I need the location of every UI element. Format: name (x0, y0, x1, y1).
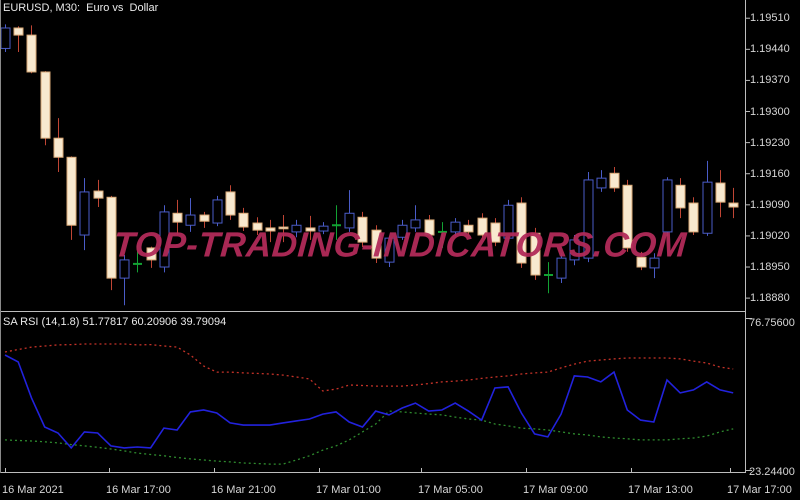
candle (649, 253, 660, 279)
time-axis-label: 16 Mar 17:00 (106, 484, 171, 496)
time-axis-label: 17 Mar 05:00 (418, 484, 483, 496)
candle (622, 179, 633, 252)
price-axis-label: 1.19440 (750, 43, 790, 55)
candle (119, 255, 130, 306)
candle (450, 218, 461, 236)
candle (675, 178, 686, 219)
price-axis-label: 1.19510 (750, 12, 790, 24)
candle (252, 217, 263, 236)
candle (40, 71, 51, 146)
chart-symbol-label: EURUSD, M30: Euro vs Dollar (3, 2, 159, 14)
candle (79, 178, 90, 251)
price-axis-label: 1.19020 (750, 230, 790, 242)
candle (424, 215, 435, 239)
candle (212, 195, 223, 227)
candle (318, 222, 329, 235)
candle (0, 24, 11, 52)
rsi-series-rsi (4, 354, 734, 450)
candle (609, 167, 620, 192)
time-axis-label: 17 Mar 17:00 (727, 484, 792, 496)
candle (490, 218, 501, 247)
candle (596, 170, 607, 192)
candle (503, 199, 514, 243)
candles-layer (0, 24, 739, 306)
candle (662, 177, 673, 236)
time-axis-label: 17 Mar 01:00 (316, 484, 381, 496)
candle (410, 205, 421, 232)
price-axis-label: 1.18880 (750, 292, 790, 304)
candle (13, 26, 24, 52)
candle (702, 160, 713, 236)
indicator-scale-min: 23.24400 (749, 466, 795, 478)
candle (133, 245, 142, 273)
rsi-layer (4, 343, 734, 465)
candle (185, 198, 196, 232)
candle (93, 179, 104, 208)
candle (384, 235, 395, 268)
candle (199, 211, 210, 228)
indicator-label: SA RSI (14,1.8) 51.77817 60.20906 39.790… (3, 316, 227, 328)
time-axis-label: 17 Mar 09:00 (523, 484, 588, 496)
candle (159, 205, 170, 273)
candle (728, 187, 739, 219)
candle (530, 227, 541, 280)
candle (715, 170, 726, 218)
candle (556, 253, 567, 284)
rsi-series-upper-band (4, 343, 734, 392)
candle (305, 215, 316, 240)
candle (332, 205, 341, 240)
price-axis-label: 1.19300 (750, 106, 790, 118)
time-axis-label: 17 Mar 13:00 (628, 484, 693, 496)
price-axis-label: 1.19160 (750, 168, 790, 180)
candle (569, 235, 580, 266)
price-axis-label: 1.19230 (750, 137, 790, 149)
price-axis-label: 1.19370 (750, 74, 790, 86)
axes-layer (0, 0, 752, 473)
candle (53, 118, 64, 172)
candle (583, 171, 594, 263)
price-axis-label: 1.19090 (750, 199, 790, 211)
candle (344, 190, 355, 232)
candle (26, 25, 37, 74)
candle (636, 251, 647, 271)
watermark-text: TOP-TRADING-INDICATORS.COM (112, 225, 688, 265)
candle (146, 246, 157, 268)
candle (516, 197, 527, 268)
candle (477, 213, 488, 240)
indicator-scale-max: 76.75600 (749, 317, 795, 329)
candle (66, 156, 77, 240)
candle (544, 262, 553, 294)
candle (357, 211, 368, 248)
candle (225, 185, 236, 220)
candle (265, 219, 276, 243)
candle (172, 199, 183, 236)
candle (106, 195, 117, 291)
candle (291, 219, 302, 238)
time-axis-label: 16 Mar 2021 (2, 484, 64, 496)
candle (278, 215, 289, 243)
candle (438, 222, 447, 248)
candle (463, 219, 474, 236)
candle (397, 219, 408, 240)
candle (688, 197, 699, 236)
time-axis-label: 16 Mar 21:00 (211, 484, 276, 496)
price-axis-label: 1.18950 (750, 261, 790, 273)
candle (371, 225, 382, 264)
candle (238, 207, 249, 232)
